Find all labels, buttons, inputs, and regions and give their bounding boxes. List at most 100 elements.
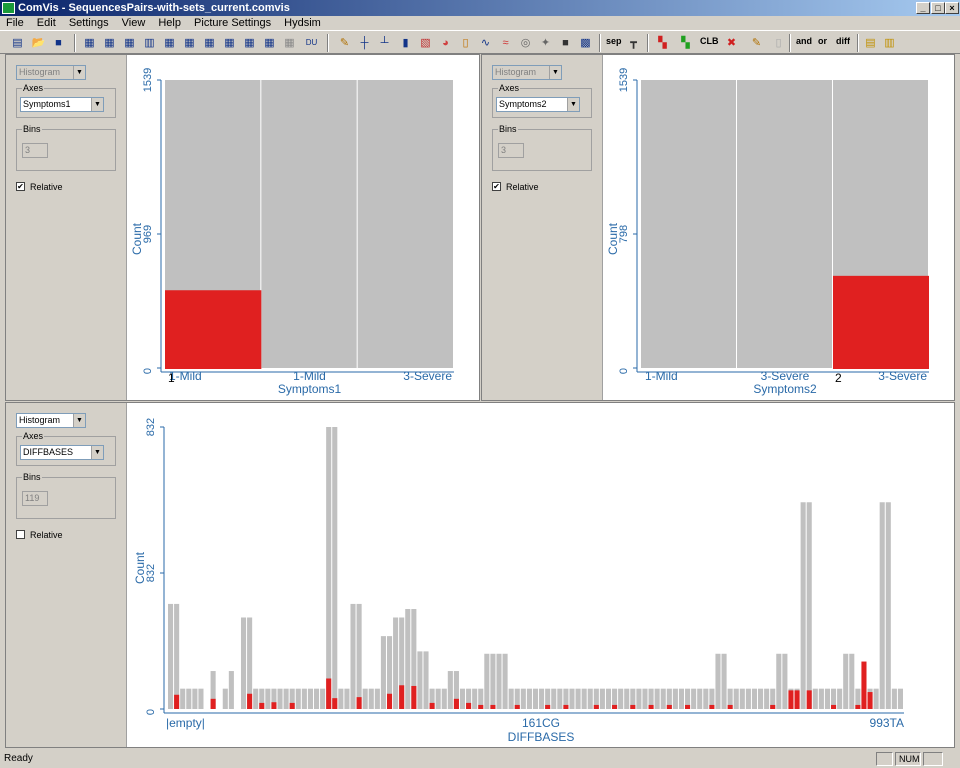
- menu-picture-settings[interactable]: Picture Settings: [194, 17, 272, 29]
- layout-9-icon[interactable]: ▦: [244, 37, 255, 49]
- histogram-bar-selected: [648, 704, 654, 709]
- surface-icon[interactable]: ■: [562, 36, 569, 49]
- histogram-bar-all: [326, 427, 332, 709]
- histogram-bar-selected: [490, 704, 496, 709]
- layout-8-icon[interactable]: ▦: [224, 37, 235, 49]
- matrix-icon[interactable]: ▩: [580, 37, 591, 49]
- menu-file[interactable]: File: [6, 17, 24, 29]
- status-pane-empty: [876, 752, 893, 766]
- histogram-bar-all: [885, 502, 891, 709]
- menu-view[interactable]: View: [121, 17, 146, 29]
- layout-2-icon[interactable]: ▦: [104, 37, 115, 49]
- histogram-bar-all: [685, 688, 691, 709]
- histogram-bar-selected: [563, 704, 569, 709]
- brush-icon[interactable]: ✎: [339, 37, 350, 49]
- x-tick-label: 1-Mild: [645, 369, 678, 383]
- relative-checkbox[interactable]: Relative: [16, 530, 63, 540]
- histogram-bar-selected: [356, 697, 362, 709]
- clear-icon[interactable]: ✖: [726, 37, 737, 49]
- and-button[interactable]: and: [796, 36, 813, 46]
- menu-help[interactable]: Help: [158, 17, 181, 29]
- open-folder-icon[interactable]: 📂: [31, 37, 46, 49]
- layout-1-icon[interactable]: ▦: [84, 37, 95, 49]
- histogram-bar-all: [818, 688, 824, 709]
- or-button[interactable]: or: [818, 36, 827, 46]
- bar-chart-icon[interactable]: ▯: [462, 37, 469, 49]
- axis-select[interactable]: DIFFBASES ▼: [20, 445, 104, 460]
- histogram-bar-all: [824, 688, 831, 709]
- histogram-bar-all: [447, 671, 453, 709]
- spiral-icon[interactable]: ◎: [520, 37, 531, 49]
- histogram-icon[interactable]: ▮: [402, 37, 409, 49]
- scatterplot-icon[interactable]: ┼: [360, 36, 369, 49]
- x-tick-label: 1-Mild: [293, 369, 326, 383]
- menu-settings[interactable]: Settings: [68, 17, 109, 29]
- histogram-bar-all: [855, 688, 861, 709]
- histogram-bar-all: [764, 688, 770, 709]
- layout-6-icon[interactable]: ▦: [184, 37, 195, 49]
- histogram-bar-all: [399, 617, 405, 709]
- histogram-bar-selected: [247, 693, 253, 709]
- status-text: Ready: [4, 753, 33, 764]
- line-chart-icon[interactable]: ∿: [480, 37, 491, 49]
- axes-icon[interactable]: ┴: [380, 36, 389, 49]
- export-icon[interactable]: ▥: [884, 37, 895, 49]
- relative-checkbox[interactable]: ✔ Relative: [492, 182, 539, 192]
- menu-bar: File Edit Settings View Help Picture Set…: [0, 16, 960, 30]
- axis-select[interactable]: Symptoms1 ▼: [20, 97, 104, 112]
- histogram-bar-all: [520, 688, 526, 709]
- star-icon[interactable]: ✦: [540, 37, 551, 49]
- save-icon[interactable]: ■: [55, 36, 62, 49]
- y-tick-label: 1539: [142, 68, 154, 92]
- menu-hydsim[interactable]: Hydsim: [284, 17, 321, 29]
- checkbox-mark-icon: ✔: [492, 182, 501, 191]
- axes-group: Axes Symptoms2 ▼: [492, 83, 592, 118]
- brush-tool-icon[interactable]: ✎: [751, 37, 762, 49]
- axis-select[interactable]: Symptoms2 ▼: [496, 97, 580, 112]
- histogram-bar-all: [891, 688, 897, 709]
- histogram-bar-all: [496, 653, 502, 709]
- new-icon[interactable]: ▤: [12, 37, 23, 49]
- menu-edit[interactable]: Edit: [36, 17, 56, 29]
- relative-checkbox[interactable]: ✔ Relative: [16, 182, 63, 192]
- pie-chart-icon[interactable]: ◕: [442, 36, 449, 49]
- layout-4-icon[interactable]: ▥: [144, 37, 155, 49]
- y-tick-label: 1539: [618, 68, 630, 92]
- diff-button[interactable]: diff: [836, 36, 850, 46]
- histogram-bar-all: [332, 427, 338, 709]
- parallel-coordinates-icon[interactable]: ▧: [420, 37, 431, 49]
- layout-7-icon[interactable]: ▦: [204, 37, 215, 49]
- y-tick-label: 969: [142, 225, 154, 243]
- clb-button[interactable]: CLB: [700, 36, 719, 46]
- histogram-bar-all: [897, 688, 903, 709]
- layout-10-icon[interactable]: ▦: [264, 37, 275, 49]
- curves-icon[interactable]: ≈: [502, 36, 509, 49]
- histogram-bar-all: [624, 688, 630, 709]
- close-button[interactable]: ×: [945, 2, 959, 14]
- histogram-bar-selected: [326, 678, 332, 709]
- histogram-bar-all: [247, 617, 253, 709]
- layout-3-icon[interactable]: ▦: [124, 37, 135, 49]
- histogram-bar-selected: [685, 704, 691, 709]
- minimize-button[interactable]: _: [916, 2, 930, 14]
- folder-tool-icon[interactable]: ▤: [865, 37, 876, 49]
- du-icon[interactable]: DU: [305, 38, 318, 47]
- histogram-bar-all: [612, 688, 618, 709]
- histogram-bar-all: [174, 603, 180, 709]
- maximize-button[interactable]: □: [931, 2, 945, 14]
- histogram-bar-selected: [466, 702, 472, 709]
- green-blocks-icon[interactable]: ▚: [681, 37, 690, 49]
- histogram-bar-all: [666, 688, 672, 709]
- histogram-bar-all: [641, 80, 736, 368]
- histogram-bar-all: [557, 688, 563, 709]
- layout-5-icon[interactable]: ▦: [164, 37, 175, 49]
- pin-icon[interactable]: ┳: [630, 37, 637, 49]
- chevron-down-icon: ▼: [73, 414, 85, 427]
- red-blocks-icon[interactable]: ▚: [658, 37, 667, 49]
- bins-input: 3: [498, 143, 524, 158]
- histogram-chart-symptoms1[interactable]: 0 969 1539 Count 1-Mild 1-Mild 3-Severe Symptom…: [128, 55, 479, 400]
- chart-type-select[interactable]: Histogram ▼: [16, 413, 86, 428]
- sep-button[interactable]: sep: [606, 36, 622, 46]
